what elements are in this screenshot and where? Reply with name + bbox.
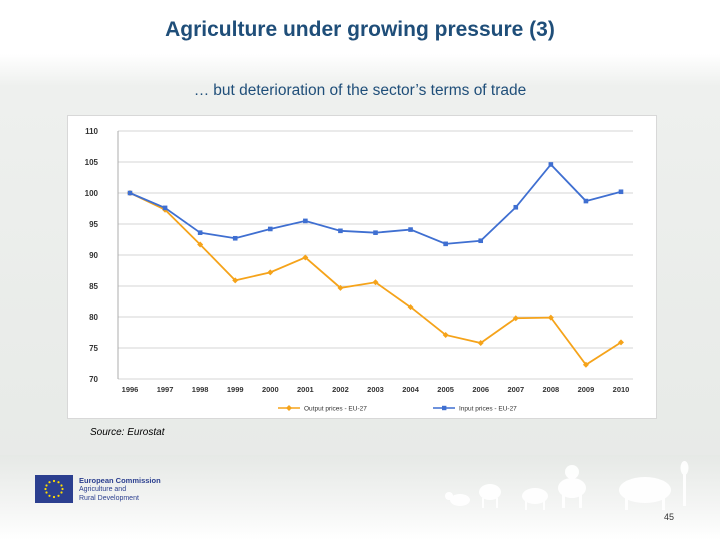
- y-tick-label: 95: [89, 220, 98, 229]
- series-group: [127, 162, 624, 368]
- x-tick-label: 1999: [227, 385, 244, 394]
- data-point-input: [513, 204, 519, 210]
- data-point-output: [477, 340, 484, 347]
- x-tick-labels: 1996 1997 1998 1999 2000 2001 2002 2003 2004 2005…: [122, 385, 630, 394]
- legend-marker: [442, 405, 447, 411]
- line-chart: 70 75 80 85 90 95 100 105 110 1996 1997 1998 1999 20…: [85, 127, 633, 413]
- footer-band: [0, 455, 720, 540]
- data-point-output: [547, 314, 554, 321]
- legend-marker: [286, 405, 292, 411]
- data-point-input: [127, 190, 133, 196]
- data-point-input: [162, 205, 168, 211]
- x-tick-label: 2005: [437, 385, 454, 394]
- x-tick-label: 2001: [297, 385, 314, 394]
- grid-lines: [117, 130, 633, 380]
- x-tick-label: 2000: [262, 385, 279, 394]
- data-point-input: [548, 162, 554, 167]
- data-point-input: [303, 218, 308, 224]
- data-point-input: [618, 189, 624, 195]
- y-tick-label: 105: [85, 158, 99, 167]
- logo-text: European Commission Agriculture and Rura…: [79, 476, 161, 503]
- legend-label: Input prices - EU-27: [459, 406, 517, 413]
- x-tick-label: 2010: [613, 385, 630, 394]
- data-point-output: [442, 331, 449, 338]
- data-point-input: [267, 226, 273, 232]
- y-tick-label: 110: [85, 127, 98, 136]
- ec-logo: European Commission Agriculture and Rura…: [35, 475, 185, 505]
- data-point-input: [232, 235, 238, 241]
- eu-flag-icon: [35, 475, 73, 503]
- y-tick-label: 90: [89, 251, 98, 260]
- data-point-output: [512, 315, 519, 322]
- data-point-input: [443, 241, 448, 247]
- x-tick-label: 1996: [122, 385, 139, 394]
- data-point-input: [408, 227, 413, 232]
- chart-container: 70 75 80 85 90 95 100 105 110 1996 1997 1998 1999 20…: [67, 115, 657, 419]
- y-tick-labels: 70 75 80 85 90 95 100 105 110: [85, 127, 99, 384]
- data-point-output: [302, 254, 309, 261]
- page-number: 45: [664, 512, 675, 522]
- y-tick-label: 100: [85, 189, 99, 198]
- legend: Output prices - EU-27 Input prices - EU-2…: [278, 405, 517, 413]
- y-tick-label: 85: [89, 282, 98, 291]
- data-point-input: [583, 198, 589, 204]
- x-tick-label: 1998: [192, 385, 209, 394]
- data-point-input: [197, 230, 203, 235]
- x-tick-label: 2002: [332, 385, 349, 394]
- data-point-output: [582, 361, 589, 368]
- data-point-input: [373, 230, 378, 235]
- subtitle-ellipsis: …: [193, 82, 211, 99]
- subtitle-text: but deterioration of the sector’s terms …: [213, 82, 527, 99]
- data-point-output: [197, 241, 204, 248]
- y-tick-label: 70: [89, 375, 98, 384]
- farm-animals-illustration: [445, 461, 689, 510]
- x-tick-label: 2009: [578, 385, 595, 394]
- logo-line-3: Rural Development: [79, 495, 139, 502]
- data-point-output: [407, 304, 414, 311]
- slide-title: Agriculture under growing pressure (3): [165, 18, 555, 41]
- data-point-output: [337, 284, 344, 291]
- logo-line-2: Agriculture and: [79, 486, 127, 493]
- x-tick-label: 2007: [507, 385, 524, 394]
- x-tick-label: 2003: [367, 385, 384, 394]
- x-tick-label: 2006: [472, 385, 489, 394]
- x-tick-label: 2004: [402, 385, 420, 394]
- data-point-input: [478, 238, 484, 244]
- data-point-output: [372, 279, 379, 286]
- y-tick-label: 75: [89, 344, 98, 353]
- y-tick-label: 80: [89, 313, 98, 322]
- data-point-output: [618, 339, 624, 346]
- legend-label: Output prices - EU-27: [304, 406, 367, 413]
- source-note: Source: Eurostat: [90, 427, 165, 438]
- data-point-output: [267, 269, 274, 276]
- data-point-input: [338, 228, 343, 234]
- slide-subtitle: … but deterioration of the sector’s terms…: [0, 82, 720, 100]
- x-tick-label: 2008: [543, 385, 560, 394]
- x-tick-label: 1997: [157, 385, 174, 394]
- series-line-output: [129, 192, 622, 366]
- data-point-output: [232, 277, 239, 284]
- logo-line-1: European Commission: [79, 476, 161, 485]
